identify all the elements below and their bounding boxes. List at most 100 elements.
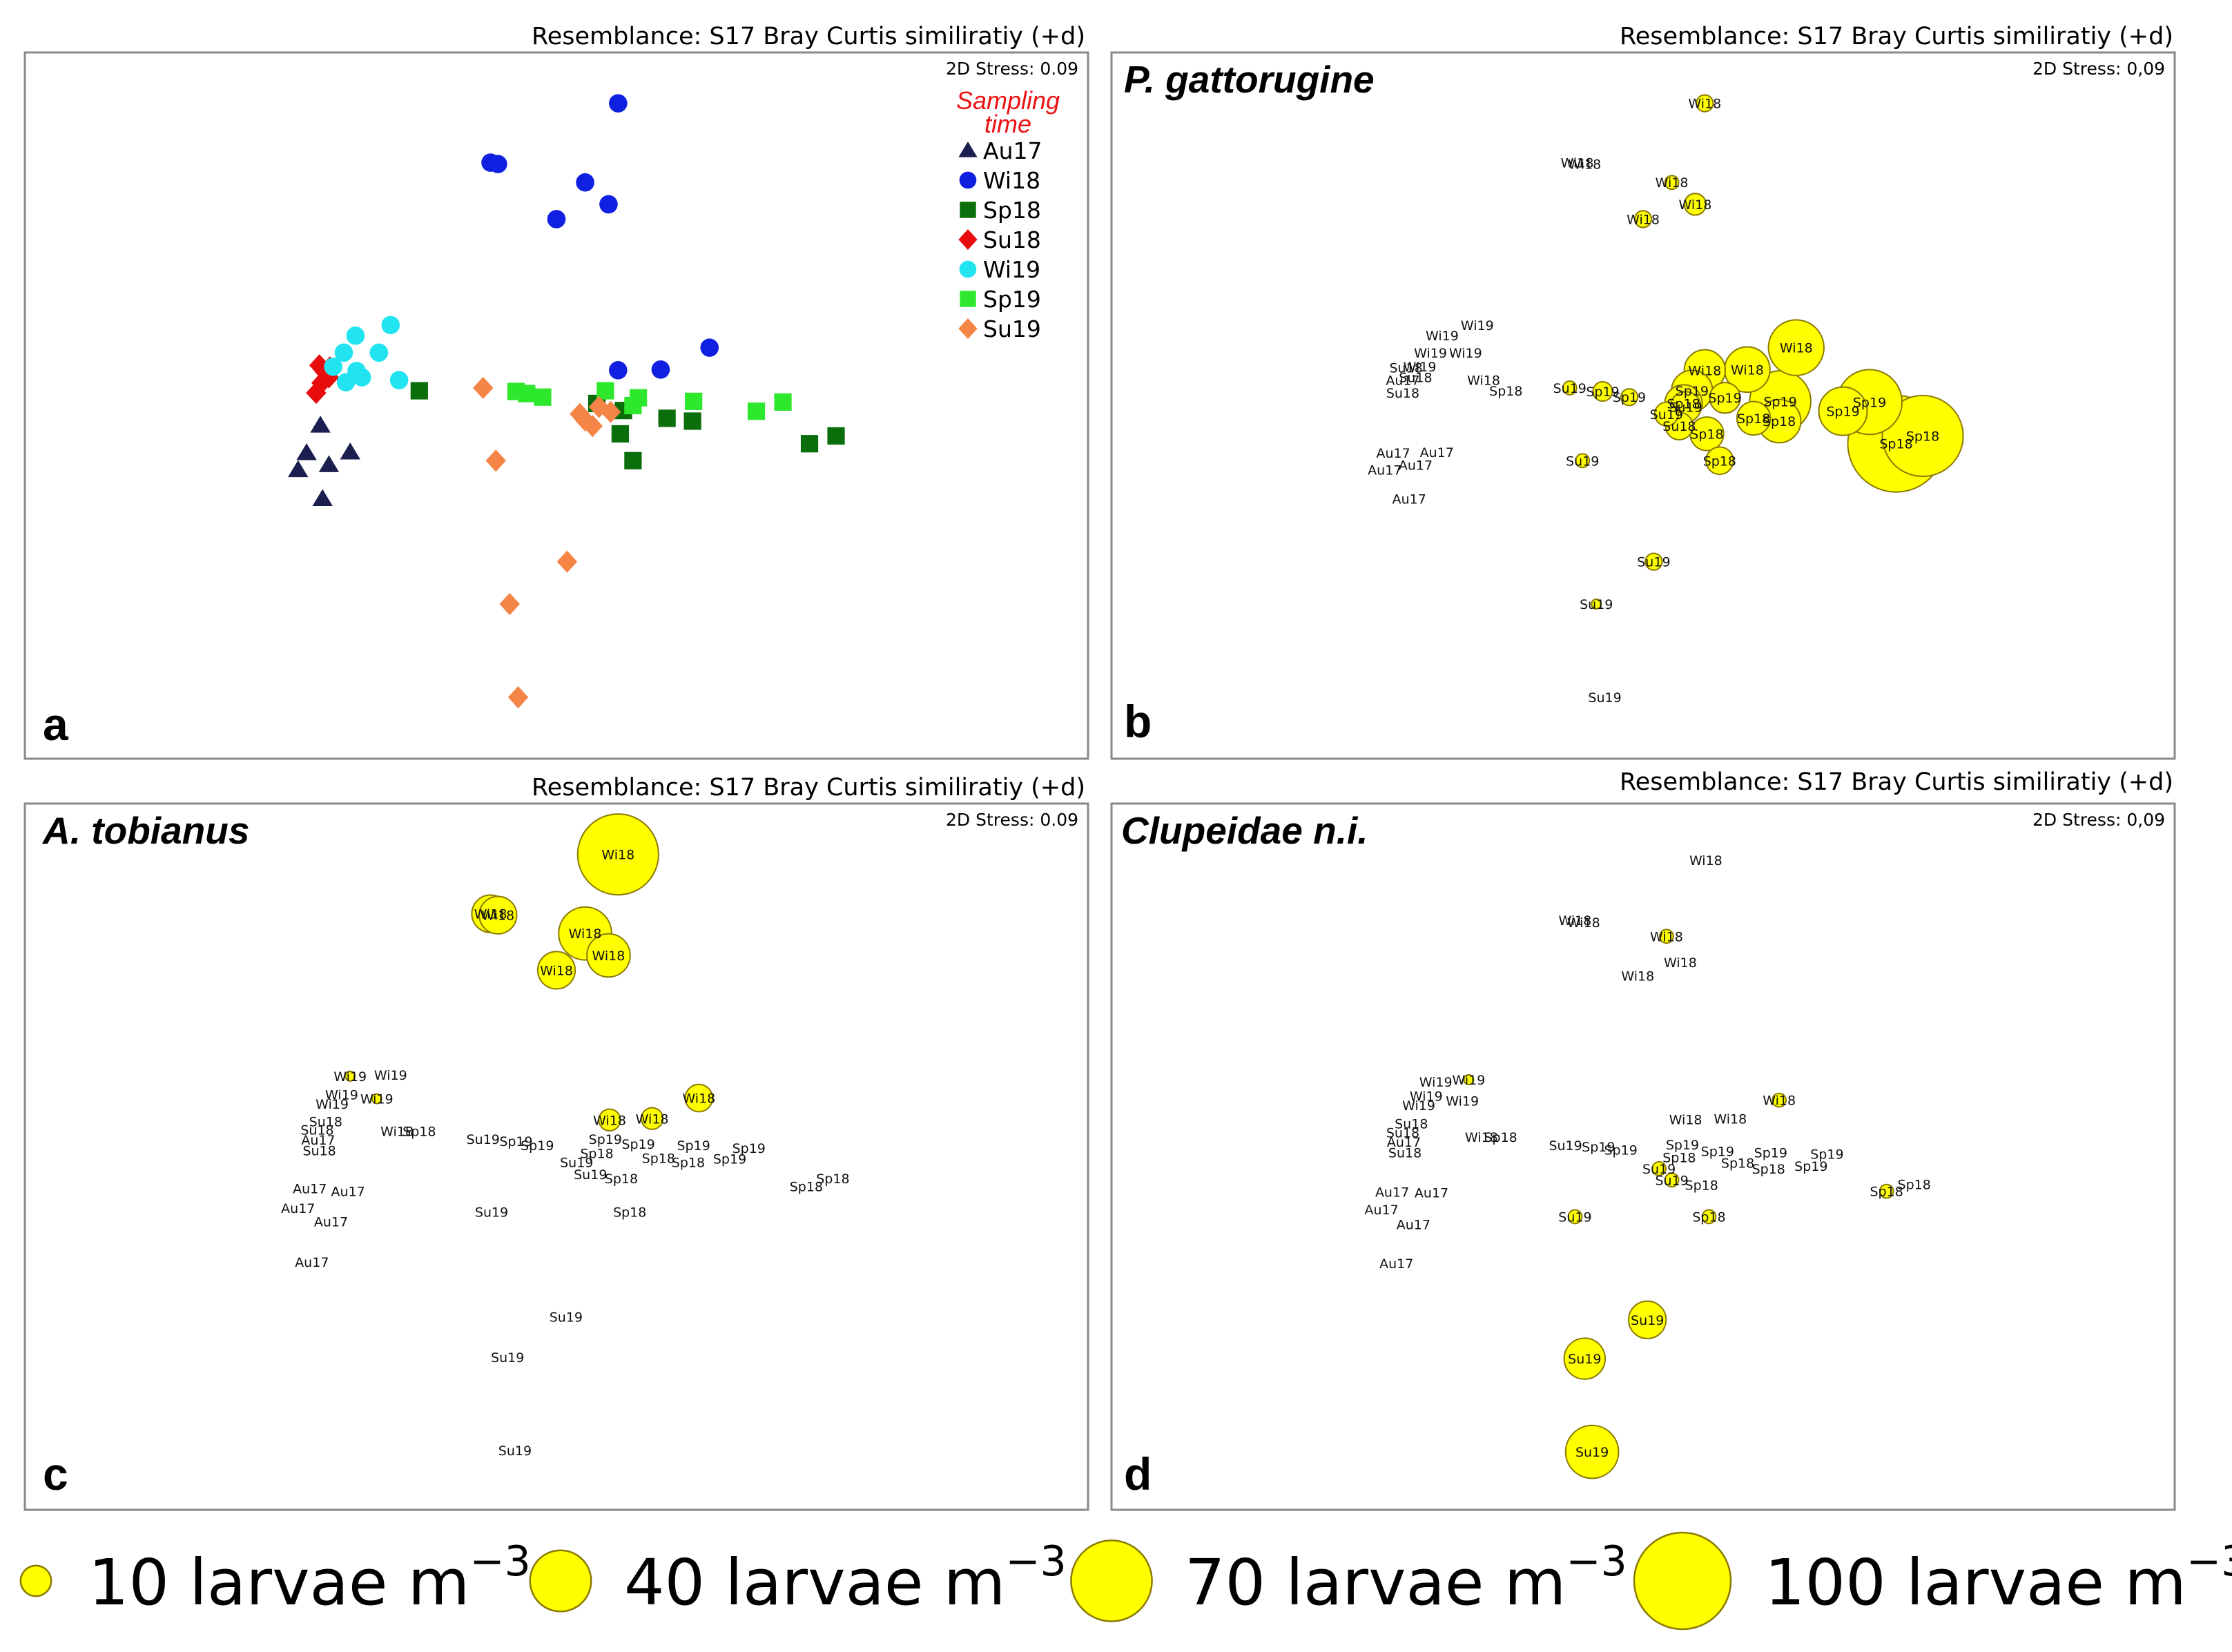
bubble-wi18 [586, 933, 631, 978]
size-legend-label-10: 10 larvae m−3 [88, 1537, 531, 1620]
point-label-sp19: Sp19 [1582, 1140, 1615, 1155]
point-label-wi18: Wi18 [569, 926, 602, 942]
bubble-su19 [1564, 1424, 1620, 1479]
panel-d-title: Clupeidae n.i. [1121, 809, 1368, 852]
bubble-su19 [1562, 380, 1578, 396]
bubble-sp19 [1620, 388, 1639, 407]
bubble-wi18 [1664, 175, 1680, 191]
bubble-wi19 [344, 1070, 356, 1082]
point-label-sp18: Sp18 [1906, 429, 1939, 444]
point-label-sp18: Sp18 [1721, 1156, 1754, 1172]
data-point-wi19 [324, 357, 342, 376]
data-point-sp19 [685, 392, 703, 410]
panel-d-frame [1110, 802, 2176, 1511]
point-label-su19: Su19 [1558, 1209, 1591, 1225]
point-label-sp19: Sp19 [1708, 391, 1741, 406]
point-label-sp19: Sp19 [1701, 1144, 1734, 1159]
point-label-sp19: Sp19 [1586, 385, 1619, 400]
data-point-sp18 [611, 425, 629, 443]
point-label-sp18: Sp18 [1879, 437, 1912, 452]
bubble-sp19 [1818, 386, 1868, 436]
point-label-su19: Su19 [475, 1205, 508, 1220]
point-label-wi19: Wi19 [1414, 346, 1447, 361]
data-point-su19 [507, 686, 529, 709]
point-label-wi19: Wi19 [1426, 329, 1459, 344]
data-point-wi19 [346, 326, 365, 345]
point-label-wi18: Wi18 [636, 1111, 669, 1127]
point-label-wi18: Wi18 [1650, 929, 1683, 944]
point-label-sp18: Sp18 [1685, 1178, 1718, 1193]
bubble-wi18 [478, 895, 518, 935]
bubble-wi18 [1683, 193, 1707, 216]
data-point-sp19 [534, 388, 552, 406]
point-label-su18: Su18 [300, 1123, 333, 1138]
point-label-sp19: Sp19 [1676, 384, 1709, 399]
data-point-sp19 [518, 385, 536, 402]
point-label-su19: Su19 [1631, 1313, 1664, 1328]
point-label-sp19: Sp19 [521, 1138, 554, 1154]
point-label-wi18: Wi18 [1664, 955, 1697, 971]
size-legend-bubble-40 [529, 1549, 592, 1613]
point-label-su19: Su19 [1566, 454, 1599, 469]
panel-c-letter: c [43, 1448, 68, 1499]
point-label-su18: Su18 [309, 1114, 342, 1129]
point-label-au17: Au17 [331, 1185, 365, 1200]
data-point-wi18 [609, 361, 628, 380]
point-label-sp18: Sp18 [1692, 1209, 1725, 1225]
point-label-su18: Su18 [1386, 386, 1419, 401]
data-point-su19 [556, 550, 578, 573]
bubble-wi18 [1772, 1092, 1787, 1108]
point-label-su19: Su19 [1650, 407, 1683, 422]
bubble-su19 [1664, 1172, 1680, 1188]
point-label-au17: Au17 [1365, 1203, 1399, 1218]
panel-a-marks [288, 94, 845, 709]
legend-label-sp19: Sp19 [983, 286, 1041, 313]
data-point-wi18 [700, 338, 719, 357]
data-point-wi18 [489, 155, 507, 173]
panel-d-stress: 2D Stress: 0,09 [2032, 810, 2165, 830]
point-label-wi18: Wi18 [601, 848, 634, 863]
data-point-su18 [306, 381, 327, 405]
point-label-sp19: Sp19 [713, 1152, 746, 1167]
panel-c-stress: 2D Stress: 0.09 [946, 810, 1078, 830]
panel-a-stress: 2D Stress: 0.09 [946, 59, 1078, 79]
point-label-sp18: Sp18 [1763, 414, 1796, 429]
data-point-au17 [288, 460, 309, 478]
point-label-au17: Au17 [1376, 446, 1410, 461]
point-label-sp18: Sp18 [816, 1172, 849, 1187]
data-point-au17 [296, 443, 317, 460]
bubble-wi19 [1463, 1073, 1475, 1085]
data-point-su19 [473, 376, 494, 400]
point-label-sp19: Sp19 [677, 1138, 710, 1154]
data-point-wi18 [576, 173, 594, 192]
point-label-su18: Su18 [302, 1143, 336, 1158]
point-label-sp19: Sp19 [1826, 405, 1859, 420]
point-label-au17: Au17 [295, 1255, 329, 1270]
point-label-sp19: Sp19 [1794, 1159, 1827, 1174]
point-label-au17: Au17 [293, 1182, 327, 1197]
resemblance-label-c: Resemblance: S17 Bray Curtis similiratiy… [532, 774, 1085, 801]
point-label-wi19: Wi19 [333, 1069, 367, 1085]
point-label-wi19: Wi19 [1453, 1073, 1486, 1088]
point-label-sp18: Sp18 [1870, 1185, 1903, 1200]
point-label-au17: Au17 [1399, 458, 1433, 473]
bubble-sp18 [1705, 446, 1734, 476]
point-label-sp19: Sp19 [1754, 1145, 1787, 1160]
point-label-wi18: Wi18 [481, 908, 514, 924]
bubble-wi18 [1696, 94, 1714, 113]
point-label-wi19: Wi19 [325, 1087, 358, 1102]
point-label-su19: Su19 [550, 1310, 583, 1325]
point-label-au17: Au17 [1379, 1256, 1413, 1272]
panel-d-letter: d [1124, 1448, 1152, 1499]
point-label-wi18: Wi18 [1465, 1130, 1498, 1145]
point-label-wi18: Wi18 [1559, 913, 1592, 929]
point-label-su19: Su19 [1642, 1162, 1676, 1177]
point-label-sp18: Sp18 [1484, 1130, 1517, 1145]
data-point-su19 [499, 592, 520, 616]
panel-b-letter: b [1124, 696, 1152, 747]
point-label-wi18: Wi18 [540, 963, 573, 978]
data-point-wi19 [352, 368, 371, 387]
point-label-sp18: Sp18 [1662, 1151, 1696, 1166]
legend-marker-wi19 [959, 260, 977, 278]
